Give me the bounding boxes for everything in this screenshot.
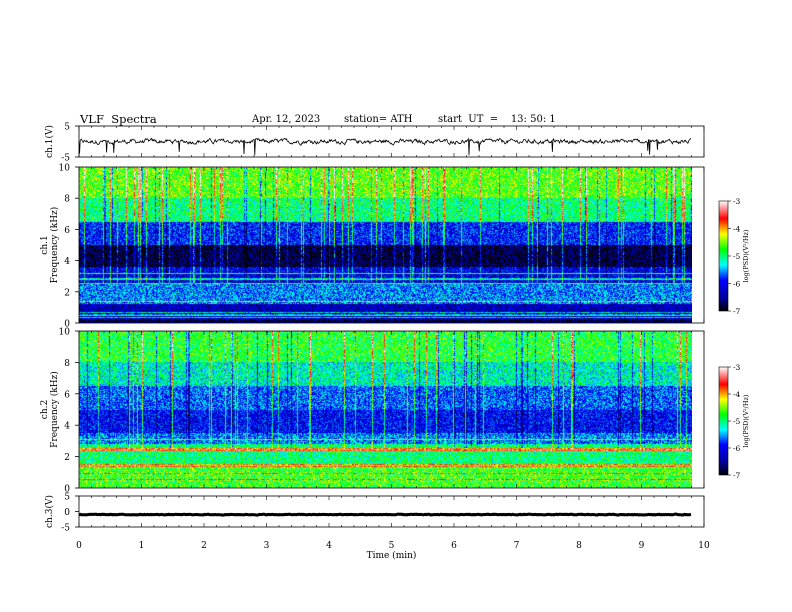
ch2-spectrogram-heatmap-image: [79, 331, 692, 488]
ch2-spectrogram-ytick-label: 6: [64, 390, 70, 400]
ch1-spectrogram-heatmap-image: [79, 167, 692, 323]
ch2-spectrogram-ytick-label: 4: [64, 422, 70, 432]
ch1-spectrogram-ytick-label: 2: [64, 288, 70, 298]
ch2-spectrogram-ytick-label: 2: [64, 453, 70, 463]
ch1-spectrogram-ylabel: ch.1: [40, 235, 50, 254]
ch1-spectrogram-colorbar-label: log(PSD)(V²/Hz): [742, 229, 750, 282]
header-station: station= ATH: [344, 114, 413, 125]
x-tick-label: 10: [698, 541, 710, 551]
x-tick-label: 5: [389, 541, 395, 551]
ch2-spectrogram-colorbar-label: log(PSD)(V²/Hz): [742, 394, 750, 447]
ch2-spectrogram-ytick-label: 8: [64, 359, 70, 369]
ch1-spectrogram-ytick-label: 10: [59, 164, 71, 174]
ch3-waveform-ytick-label: 5: [64, 493, 70, 503]
x-tick-label: 0: [76, 541, 82, 551]
ch3-waveform-ytick-label: -5: [61, 524, 70, 534]
ch1-spectrogram-ytick-label: 4: [64, 257, 70, 267]
colorbar-tick-label: -3: [733, 363, 741, 372]
ch3-waveform-ytick-label: 0: [64, 508, 70, 518]
ch3-waveform-ylabel: ch.3(V): [44, 495, 55, 528]
colorbar-tick-label: -5: [733, 417, 741, 426]
x-tick-label: 9: [639, 541, 645, 551]
colorbar-tick-label: -6: [733, 280, 741, 289]
ch1-spectrogram-ytick-label: 6: [64, 226, 70, 236]
x-tick-label: 8: [576, 541, 582, 551]
x-tick-label: 3: [264, 541, 270, 551]
colorbar-tick-label: -7: [733, 307, 741, 316]
x-tick-label: 1: [139, 541, 145, 551]
x-tick-label: 2: [201, 541, 207, 551]
colorbar-tick-label: -4: [733, 390, 741, 399]
plot-title: VLF Spectra: [80, 112, 157, 126]
ch1-waveform-ytick-label: -5: [61, 154, 70, 164]
colorbar-tick-label: -4: [733, 225, 741, 234]
ch1-waveform-ytick-label: 5: [64, 123, 70, 133]
ch2-spectrogram-ytick-label: 0: [64, 485, 70, 495]
ch1-waveform-trace: [78, 137, 691, 156]
x-axis-label: Time (min): [367, 550, 417, 561]
x-tick-label: 4: [326, 541, 332, 551]
colorbar-tick-label: -6: [733, 444, 741, 453]
x-tick-label: 7: [514, 541, 520, 551]
ch3-waveform-frame: [78, 495, 705, 528]
ch2-spectrogram-ytick-label: 10: [59, 328, 71, 338]
colorbar-tick-label: -3: [733, 197, 741, 206]
colorbar-tick-label: -7: [733, 471, 741, 480]
ch2-spectrogram-ylabel: ch.2: [40, 400, 50, 419]
ch1-spectrogram-colorbar: [718, 200, 729, 312]
colorbar-tick-label: -5: [733, 252, 741, 261]
ch2-spectrogram-colorbar: [718, 366, 729, 476]
header-start-time: start UT = 13: 50: 1: [438, 114, 556, 125]
x-tick-label: 6: [451, 541, 457, 551]
ch3-waveform-trace: [78, 512, 692, 517]
ch1-spectrogram-ylabel: Frequency (kHz): [49, 207, 60, 284]
ch2-spectrogram-ylabel: Frequency (kHz): [49, 371, 60, 448]
ch1-spectrogram-ytick-label: 0: [64, 320, 70, 330]
ch1-waveform-ylabel: ch.1(V): [44, 125, 55, 158]
ch1-spectrogram-ytick-label: 8: [64, 195, 70, 205]
header-date: Apr. 12, 2023: [252, 114, 321, 125]
